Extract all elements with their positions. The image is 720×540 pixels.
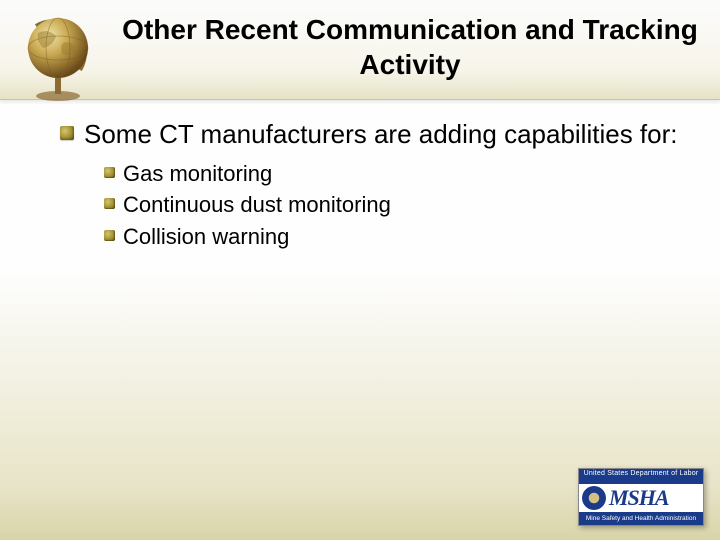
bullet-icon bbox=[60, 126, 74, 140]
slide-title: Other Recent Communication and Tracking … bbox=[120, 12, 700, 82]
seal-icon bbox=[582, 486, 606, 510]
sub-bullet-list: Gas monitoring Continuous dust monitorin… bbox=[104, 160, 690, 252]
sub-bullet-text: Collision warning bbox=[123, 223, 289, 252]
logo-top-text: United States Department of Labor bbox=[579, 469, 703, 484]
logo-bottom-text: Mine Safety and Health Administration bbox=[579, 512, 703, 525]
sub-bullet-text: Gas monitoring bbox=[123, 160, 272, 189]
sub-bullet-row: Continuous dust monitoring bbox=[104, 191, 690, 220]
logo-mid: MSHA bbox=[579, 484, 703, 512]
bullet-icon bbox=[104, 198, 115, 209]
main-bullet-row: Some CT manufacturers are adding capabil… bbox=[60, 118, 690, 152]
logo-seal bbox=[579, 484, 609, 512]
msha-logo: United States Department of Labor MSHA M… bbox=[578, 468, 704, 526]
globe-icon bbox=[18, 8, 100, 102]
main-bullet-text: Some CT manufacturers are adding capabil… bbox=[84, 118, 677, 152]
content-region: Some CT manufacturers are adding capabil… bbox=[0, 100, 720, 252]
logo-acronym: MSHA bbox=[609, 484, 703, 512]
sub-bullet-row: Gas monitoring bbox=[104, 160, 690, 189]
sub-bullet-text: Continuous dust monitoring bbox=[123, 191, 391, 220]
bullet-icon bbox=[104, 230, 115, 241]
sub-bullet-row: Collision warning bbox=[104, 223, 690, 252]
header-region: Other Recent Communication and Tracking … bbox=[0, 0, 720, 100]
bullet-icon bbox=[104, 167, 115, 178]
